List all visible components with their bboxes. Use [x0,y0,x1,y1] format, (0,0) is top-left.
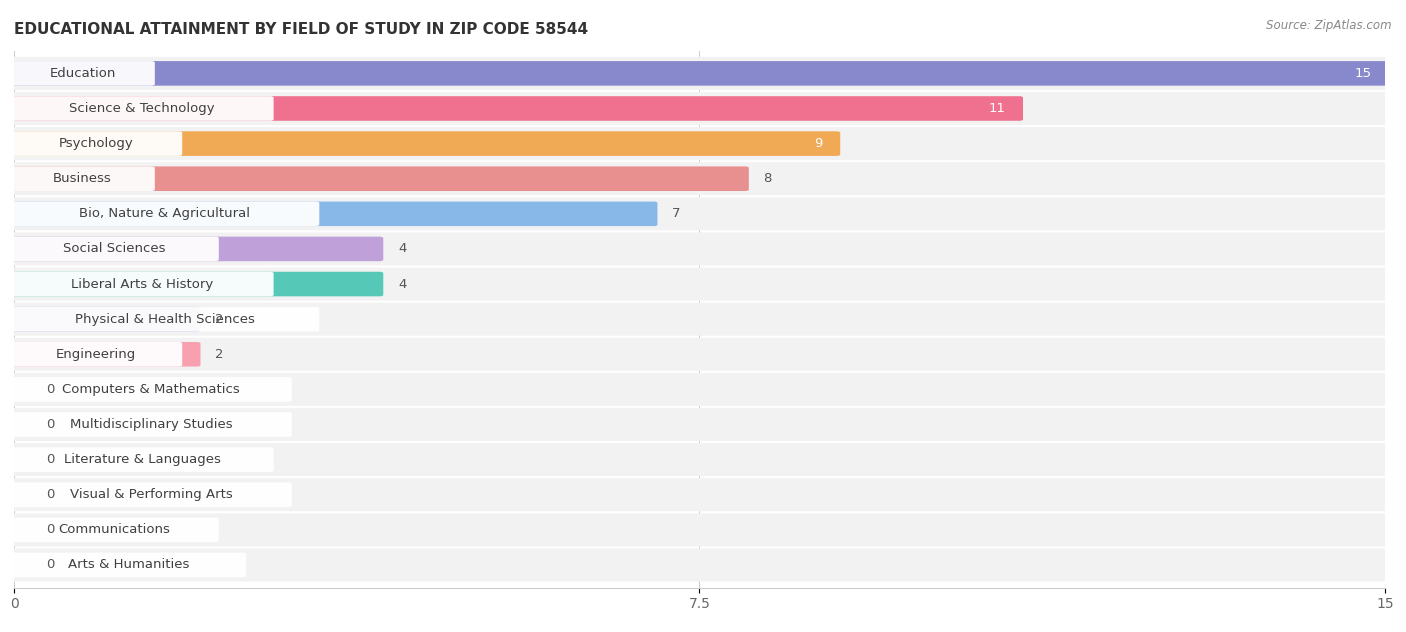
FancyBboxPatch shape [7,57,1392,90]
Text: 0: 0 [46,523,55,537]
Text: Engineering: Engineering [56,348,136,361]
FancyBboxPatch shape [7,549,1392,581]
FancyBboxPatch shape [7,233,1392,265]
Text: 8: 8 [763,172,772,185]
FancyBboxPatch shape [10,202,319,226]
Text: Source: ZipAtlas.com: Source: ZipAtlas.com [1267,19,1392,32]
FancyBboxPatch shape [10,482,292,507]
Text: Liberal Arts & History: Liberal Arts & History [70,277,214,291]
FancyBboxPatch shape [10,307,319,331]
FancyBboxPatch shape [7,408,1392,441]
Text: Psychology: Psychology [59,137,134,150]
Text: 0: 0 [46,418,55,431]
FancyBboxPatch shape [7,478,1392,511]
Text: Multidisciplinary Studies: Multidisciplinary Studies [70,418,232,431]
FancyBboxPatch shape [10,202,658,226]
FancyBboxPatch shape [10,342,183,367]
FancyBboxPatch shape [10,166,749,191]
FancyBboxPatch shape [10,166,155,191]
FancyBboxPatch shape [10,61,1389,86]
Text: 0: 0 [46,488,55,501]
FancyBboxPatch shape [7,513,1392,546]
FancyBboxPatch shape [10,131,183,156]
Text: Physical & Health Sciences: Physical & Health Sciences [75,313,254,325]
FancyBboxPatch shape [7,162,1392,195]
FancyBboxPatch shape [10,96,1024,121]
Text: 15: 15 [1354,67,1371,80]
Text: Visual & Performing Arts: Visual & Performing Arts [70,488,232,501]
FancyBboxPatch shape [10,131,841,156]
Text: 7: 7 [672,207,681,221]
Text: 4: 4 [398,277,406,291]
Text: Communications: Communications [59,523,170,537]
FancyBboxPatch shape [7,443,1392,476]
Text: Education: Education [49,67,115,80]
Text: 4: 4 [398,243,406,255]
Text: Business: Business [53,172,112,185]
FancyBboxPatch shape [10,61,155,86]
Text: Science & Technology: Science & Technology [69,102,215,115]
FancyBboxPatch shape [7,127,1392,160]
FancyBboxPatch shape [10,272,274,296]
FancyBboxPatch shape [10,447,274,472]
FancyBboxPatch shape [10,412,292,437]
Text: 2: 2 [215,313,224,325]
FancyBboxPatch shape [7,197,1392,230]
Text: Social Sciences: Social Sciences [63,243,166,255]
FancyBboxPatch shape [10,236,219,261]
Text: 2: 2 [215,348,224,361]
Text: 0: 0 [46,559,55,571]
Text: EDUCATIONAL ATTAINMENT BY FIELD OF STUDY IN ZIP CODE 58544: EDUCATIONAL ATTAINMENT BY FIELD OF STUDY… [14,22,588,37]
FancyBboxPatch shape [10,518,219,542]
Text: Arts & Humanities: Arts & Humanities [67,559,188,571]
FancyBboxPatch shape [10,342,201,367]
FancyBboxPatch shape [7,92,1392,125]
Text: Computers & Mathematics: Computers & Mathematics [62,383,240,396]
FancyBboxPatch shape [10,96,274,121]
FancyBboxPatch shape [10,307,201,331]
Text: 0: 0 [46,453,55,466]
Text: 0: 0 [46,383,55,396]
FancyBboxPatch shape [7,267,1392,301]
Text: 11: 11 [988,102,1005,115]
FancyBboxPatch shape [10,377,292,402]
Text: 9: 9 [814,137,823,150]
FancyBboxPatch shape [7,373,1392,406]
FancyBboxPatch shape [10,552,246,577]
FancyBboxPatch shape [7,337,1392,371]
FancyBboxPatch shape [10,272,384,296]
FancyBboxPatch shape [10,236,384,261]
FancyBboxPatch shape [7,303,1392,336]
Text: Literature & Languages: Literature & Languages [63,453,221,466]
Text: Bio, Nature & Agricultural: Bio, Nature & Agricultural [79,207,250,221]
